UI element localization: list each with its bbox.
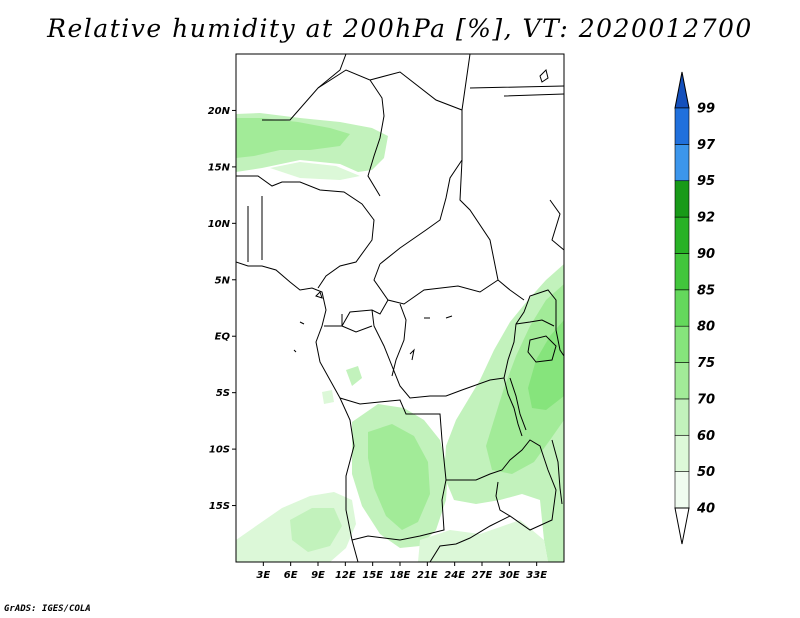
colorbar-top-arrow xyxy=(674,71,690,109)
humidity-region-east-strong xyxy=(528,320,564,410)
humidity-region-south-edge xyxy=(418,520,548,562)
colorbar-label: 92 xyxy=(697,211,715,226)
colorbar-box xyxy=(674,471,690,509)
colorbar-box xyxy=(674,107,690,145)
humidity-patch-west xyxy=(346,366,362,386)
colorbar-label: 75 xyxy=(697,356,715,371)
latitude-axis: 20N 15N 10N 5N EQ 5S 10S 15S xyxy=(208,106,236,512)
border-sahara xyxy=(262,69,385,197)
colorbar-box xyxy=(674,325,690,363)
lat-tick-label: 15N xyxy=(208,162,231,173)
colorbar-box xyxy=(674,434,690,472)
lon-tick-label: 12E xyxy=(335,570,356,581)
colorbar-box xyxy=(674,398,690,436)
lon-tick-label: 30E xyxy=(499,570,520,581)
border-nigeria xyxy=(236,175,375,289)
lon-tick-label: 24E xyxy=(444,570,465,581)
lon-tick-label: 6E xyxy=(284,570,298,581)
border-congo xyxy=(341,303,407,377)
country-borders xyxy=(236,54,564,562)
border-ethiopia xyxy=(549,199,564,251)
humidity-region-southwest-core xyxy=(290,508,342,552)
colorbar-label: 85 xyxy=(697,283,715,298)
lake-malawi xyxy=(551,439,563,505)
colorbar-label: 60 xyxy=(697,429,715,444)
lake-tanganyika xyxy=(503,377,527,437)
colorbar-label: 97 xyxy=(697,138,716,153)
colorbar-label: 70 xyxy=(697,392,715,407)
colorbar: 40 50 60 70 75 80 85 90 92 95 97 99 xyxy=(674,71,716,545)
lake-victoria xyxy=(527,335,557,363)
lat-tick-label: 20N xyxy=(208,106,231,117)
humidity-patch-coast xyxy=(322,390,334,404)
colorbar-box xyxy=(674,180,690,218)
lat-tick-label: 5S xyxy=(216,388,230,399)
colorbar-box xyxy=(674,253,690,291)
lat-tick-label: 10S xyxy=(209,445,230,456)
colorbar-label: 95 xyxy=(697,174,715,189)
humidity-region-east-core xyxy=(486,284,564,474)
colorbar-label: 40 xyxy=(696,502,715,517)
border-great-lakes xyxy=(503,289,564,379)
longitude-axis: 3E 6E 9E 12E 15E 18E 21E 24E 27E 30E 33E xyxy=(256,562,547,581)
lon-tick-label: 18E xyxy=(390,570,411,581)
humidity-region-north-core xyxy=(236,118,350,158)
colorbar-label: 99 xyxy=(697,102,715,117)
map-title: Relative humidity at 200hPa [%], VT: 202… xyxy=(47,14,753,43)
colorbar-label: 80 xyxy=(697,320,715,335)
lon-tick-label: 27E xyxy=(472,570,493,581)
lat-tick-label: EQ xyxy=(215,332,231,343)
colorbar-bottom-arrow xyxy=(674,507,690,545)
colorbar-label: 90 xyxy=(697,247,715,262)
lat-tick-label: 10N xyxy=(208,219,231,230)
colorbar-box xyxy=(674,216,690,254)
islands xyxy=(293,69,564,361)
border-central xyxy=(324,263,505,399)
humidity-region-south-core xyxy=(368,424,430,530)
lon-tick-label: 15E xyxy=(362,570,383,581)
border-sudan xyxy=(459,85,564,301)
coastline-west xyxy=(236,261,359,562)
grads-credit: GrADS: IGES/COLA xyxy=(4,604,91,614)
colorbar-box xyxy=(674,362,690,400)
humidity-field xyxy=(236,113,564,562)
lon-tick-label: 9E xyxy=(311,570,325,581)
colorbar-box xyxy=(674,289,690,327)
lat-tick-label: 15S xyxy=(209,501,230,512)
colorbar-label: 50 xyxy=(697,465,715,480)
border-southeast xyxy=(429,439,557,562)
lat-tick-label: 5N xyxy=(215,275,231,286)
lon-tick-label: 33E xyxy=(526,570,547,581)
humidity-region-north-edge xyxy=(270,162,360,180)
colorbar-box xyxy=(674,144,690,182)
lon-tick-label: 21E xyxy=(417,570,438,581)
border-north xyxy=(317,54,471,265)
lon-tick-label: 3E xyxy=(256,570,270,581)
